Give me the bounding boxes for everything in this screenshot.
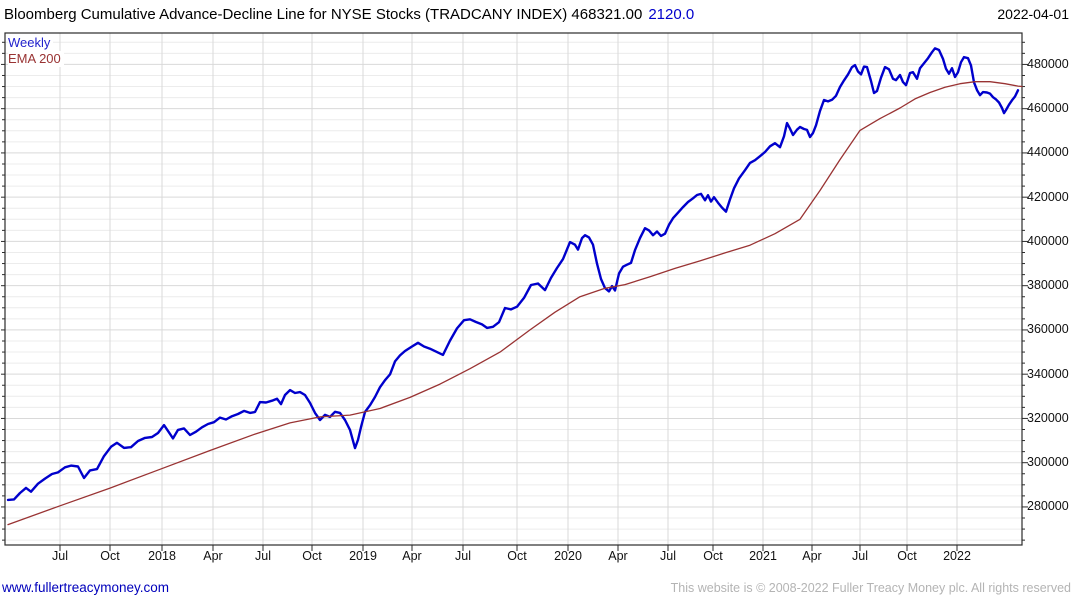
x-axis-label: Jul <box>660 549 676 563</box>
y-axis-label: 400000 <box>1027 233 1069 248</box>
y-axis-label: 300000 <box>1027 455 1069 470</box>
y-axis-label: 440000 <box>1027 145 1069 160</box>
x-axis-label: Apr <box>802 549 822 563</box>
x-axis-label: Oct <box>100 549 120 563</box>
x-axis-label: 2021 <box>749 549 777 563</box>
y-axis-label: 380000 <box>1027 278 1069 293</box>
copyright-text: This website is © 2008-2022 Fuller Treac… <box>670 581 1071 595</box>
y-axis-label: 420000 <box>1027 189 1069 204</box>
x-axis-label: Apr <box>203 549 223 563</box>
plot-border <box>4 32 1023 546</box>
legend-weekly-label: Weekly <box>8 35 54 51</box>
y-axis-label: 460000 <box>1027 101 1069 116</box>
legend-ema200-label: EMA 200 <box>8 51 64 67</box>
x-axis-label: Apr <box>402 549 422 563</box>
x-axis-label: Oct <box>302 549 322 563</box>
x-axis-label: Jul <box>255 549 271 563</box>
y-axis-label: 340000 <box>1027 366 1069 381</box>
x-axis-label: Oct <box>703 549 723 563</box>
x-axis-label: 2020 <box>554 549 582 563</box>
x-axis-label: 2019 <box>349 549 377 563</box>
chart-date: 2022-04-01 <box>997 6 1069 22</box>
y-axis-label: 320000 <box>1027 410 1069 425</box>
x-axis-label: Apr <box>608 549 628 563</box>
series-line-weekly <box>6 47 1020 502</box>
chart-title-change-value: 2120.0 <box>648 6 695 23</box>
x-axis-label: Oct <box>507 549 527 563</box>
chart-title: Bloomberg Cumulative Advance-Decline Lin… <box>4 6 643 23</box>
series-line-ema-200 <box>7 81 1023 526</box>
x-axis-label: Jul <box>52 549 68 563</box>
fullertreacymoney-link[interactable]: www.fullertreacymoney.com <box>2 580 170 595</box>
x-axis-label: 2022 <box>943 549 971 563</box>
x-axis-label: Oct <box>897 549 917 563</box>
x-axis-label: Jul <box>852 549 868 563</box>
y-axis-label: 280000 <box>1027 499 1069 514</box>
chart-title-bar: Bloomberg Cumulative Advance-Decline Lin… <box>4 6 1071 23</box>
y-axis-label: 480000 <box>1027 56 1069 71</box>
x-axis-label: 2018 <box>148 549 176 563</box>
x-axis-label: Jul <box>455 549 471 563</box>
y-axis-label: 360000 <box>1027 322 1069 337</box>
